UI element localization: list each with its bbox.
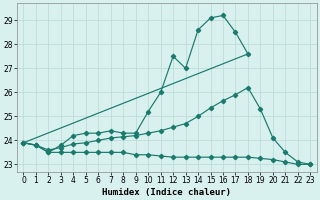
X-axis label: Humidex (Indice chaleur): Humidex (Indice chaleur) [102,188,231,197]
